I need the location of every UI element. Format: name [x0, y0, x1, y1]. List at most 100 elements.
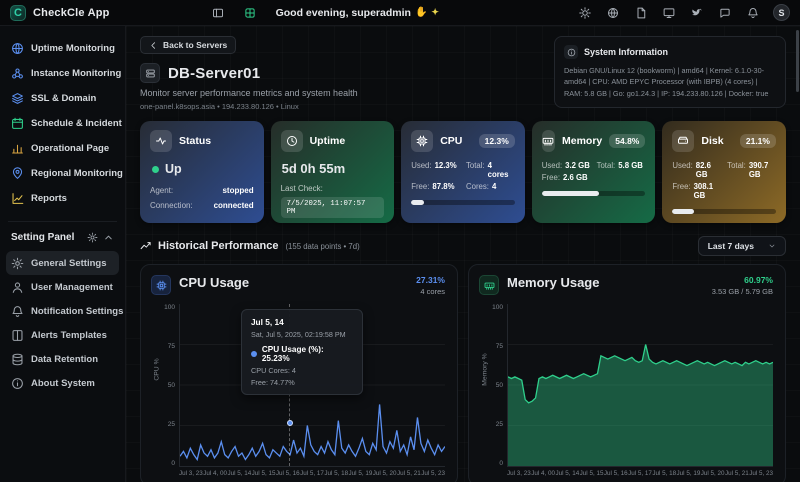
sidebar-item-user-management[interactable]: User Management [6, 275, 119, 299]
user-icon [11, 281, 24, 294]
status-card-title: Status [179, 135, 212, 147]
memory-x-axis-ticks: Jul 3, 23 Jul 4, 00 Jul 5, 14 Jul 5, 15 Jul … [507, 470, 773, 477]
activity-icon [150, 130, 172, 152]
sidebar-item-label: Operational Page [31, 143, 110, 154]
sidebar-toggle-icon[interactable] [208, 3, 228, 23]
wave-icon: ✋ [414, 7, 428, 18]
book-icon [11, 329, 24, 342]
sidebar-item-data-retention[interactable]: Data Retention [6, 347, 119, 371]
cpu-free-label: Free: [411, 182, 430, 191]
user-avatar[interactable]: S [773, 4, 790, 21]
sidebar-item-label: Notification Settings [31, 305, 124, 317]
greeting-text: Good evening, superadmin ✋ ✦ [275, 6, 439, 19]
memory-total-label: Total: [596, 161, 616, 170]
tooltip-cpu-usage: CPU Usage (%): 25.23% [261, 345, 324, 363]
globe-icon [11, 42, 24, 55]
chat-icon[interactable] [715, 3, 735, 23]
sidebar-item-about-system[interactable]: About System [6, 371, 119, 395]
theme-toggle-icon[interactable] [575, 3, 595, 23]
page-title: DB-Server01 [168, 64, 261, 82]
sidebar-item-schedule-incident[interactable]: Schedule & Incident [6, 111, 122, 136]
screen-share-icon[interactable] [659, 3, 679, 23]
scrollbar-thumb[interactable] [796, 30, 799, 92]
memory-progress-bar [541, 191, 646, 196]
disk-total-value: 390.7 GB [748, 161, 769, 179]
chart-cursor-dot [286, 419, 293, 426]
docs-icon[interactable] [631, 3, 651, 23]
cpu-percent-badge: 12.3% [478, 134, 515, 148]
sidebar-item-general-settings[interactable]: General Settings [6, 251, 119, 275]
status-value: Up [165, 162, 182, 176]
notifications-bell-icon[interactable] [743, 3, 763, 23]
disk-used-label: Used: [672, 161, 693, 170]
status-card: Status Up Agent: stopped Connection: conne… [140, 121, 264, 223]
cpu-chart-title: CPU Usage [179, 275, 250, 290]
cpu-used-label: Used: [411, 161, 432, 170]
server-page-icon[interactable] [240, 3, 260, 23]
app-name: CheckCle App [33, 6, 110, 19]
last-check-label: Last Check: [280, 184, 323, 193]
tooltip-free: Free: 74.77% [250, 378, 295, 387]
sidebar-item-operational-page[interactable]: Operational Page [6, 136, 119, 161]
setting-panel-label: Setting Panel [11, 232, 75, 243]
system-information-card: System Information Debian GNU/Linux 12 (… [554, 36, 786, 108]
time-range-selector[interactable]: Last 7 days [697, 236, 786, 256]
arrow-left-icon [151, 41, 155, 49]
memory-stick-icon [541, 130, 555, 152]
uptime-card-title: Uptime [309, 135, 346, 147]
tooltip-title: Jul 5, 14 [250, 317, 284, 327]
report-chart-icon [11, 192, 24, 205]
main-content: Back to Servers DB-Server01 Monitor serv… [126, 26, 800, 482]
sidebar-item-alerts-templates[interactable]: Alerts Templates [6, 323, 119, 347]
sidebar-item-label: Alerts Templates [31, 329, 107, 341]
language-globe-icon[interactable] [603, 3, 623, 23]
sidebar-divider [8, 221, 117, 222]
cpu-plot-area[interactable]: Jul 5, 14 Sat, Jul 5, 2025, 02:19:58 PM … [179, 304, 445, 467]
sidebar-item-ssl-domain[interactable]: SSL & Domain [6, 86, 119, 111]
cpu-card-title: CPU [440, 135, 463, 147]
top-bar: C CheckCle App Good evening, superadmin … [0, 0, 800, 26]
cpu-y-axis-title: CPU % [153, 357, 161, 381]
disk-used-value: 82.6 GB [695, 161, 711, 179]
sidebar-item-label: SSL & Domain [31, 93, 97, 104]
tooltip-timestamp: Sat, Jul 5, 2025, 02:19:58 PM [250, 330, 346, 339]
memory-plot-area[interactable] [507, 304, 773, 467]
cpu-chip-icon [411, 130, 434, 152]
sparkles-icon: ✦ [431, 7, 439, 17]
agent-label: Agent: [150, 186, 174, 195]
twitter-icon[interactable] [687, 3, 707, 23]
connection-label: Connection: [150, 201, 193, 210]
sidebar-item-reports[interactable]: Reports [6, 186, 119, 211]
bar-chart-icon [11, 142, 24, 155]
cpu-progress-bar [411, 200, 515, 205]
sidebar-item-regional-monitoring[interactable]: Regional Monitoring [6, 161, 123, 186]
sidebar-item-label: Schedule & Incident [31, 118, 122, 129]
sidebar-item-instance-monitoring[interactable]: Instance Monitoring [6, 61, 121, 86]
status-up-dot [152, 165, 159, 173]
setting-panel-header[interactable]: Setting Panel [6, 230, 119, 251]
server-icon [140, 63, 160, 83]
uptime-value: 5d 0h 55m [281, 161, 346, 176]
memory-percent-badge: 54.8% [609, 134, 646, 148]
disk-total-label: Total: [727, 161, 746, 170]
app-logo: C [10, 4, 26, 21]
cpu-usage-chart-card: CPU Usage 27.31% 4 cores CPU % 100 75 50 25… [140, 264, 458, 482]
disk-drive-icon [672, 130, 695, 152]
server-meta: one-panel.k8sops.asia • 194.233.80.126 •… [140, 102, 299, 111]
back-to-servers-button[interactable]: Back to Servers [140, 36, 237, 54]
bell-icon [11, 305, 24, 318]
info-icon [11, 377, 24, 390]
cpu-card: CPU 12.3% Used: 12.3% Total: 4 cores Free:… [401, 121, 525, 223]
memory-y-axis-title: Memory % [481, 352, 489, 386]
sidebar-item-notification-settings[interactable]: Notification Settings [6, 299, 123, 323]
memory-card: Memory 54.8% Used: 3.2 GB Total: 5.8 GB Fr… [531, 121, 656, 223]
chart-tooltip: Jul 5, 14 Sat, Jul 5, 2025, 02:19:58 PM … [240, 309, 363, 395]
cluster-nodes-icon [11, 67, 24, 80]
sidebar-item-label: User Management [31, 281, 113, 293]
sidebar-item-label: About System [31, 377, 95, 389]
cpu-cores-subtext: 4 cores [420, 287, 445, 296]
sidebar-item-uptime-monitoring[interactable]: Uptime Monitoring [6, 36, 119, 61]
calendar-icon [11, 117, 24, 130]
cpu-total-value: 4 cores [487, 161, 509, 179]
cpu-x-axis-ticks: Jul 3, 23 Jul 4, 00 Jul 5, 14 Jul 5, 15 Jul … [179, 470, 445, 477]
